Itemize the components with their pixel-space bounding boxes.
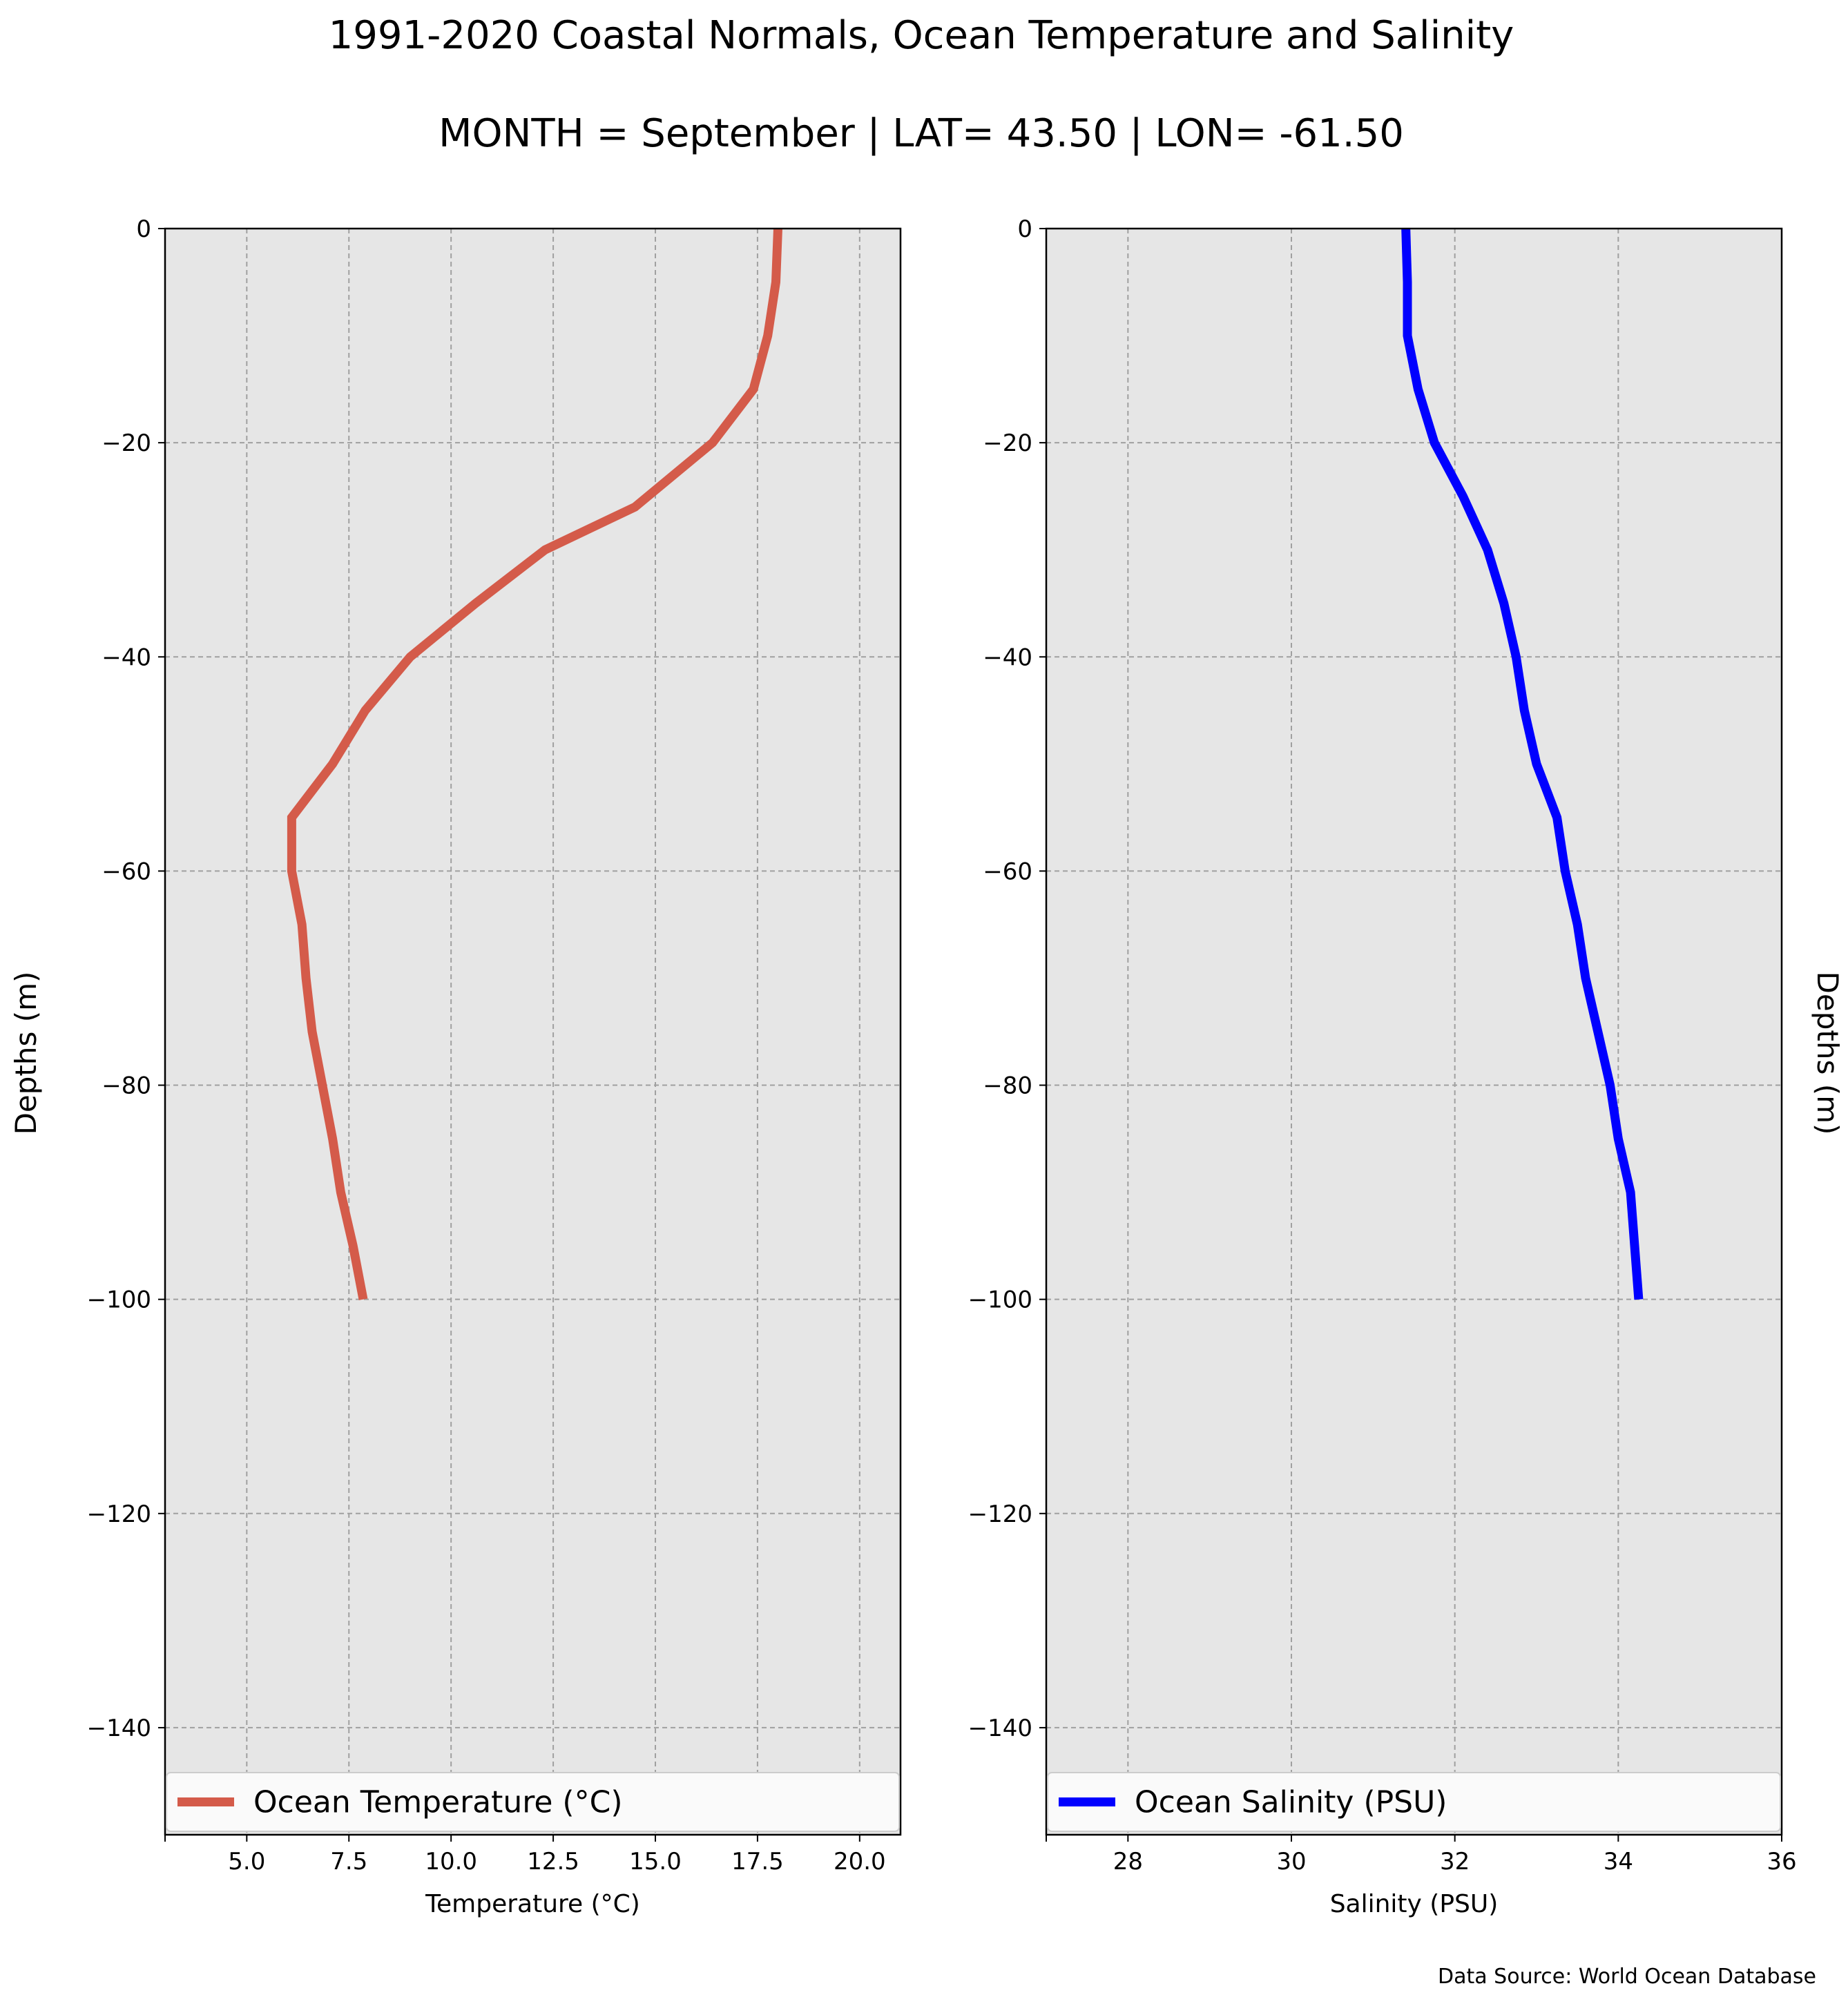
- temperature-panel: 5.0 7.5 10.0 12.5 15.0 17.5 20.0 0 −20 −40 −60 −80 −…: [87, 215, 902, 1918]
- x-axis-label: Salinity (PSU): [1330, 1890, 1499, 1918]
- legend-box: [1047, 1772, 1781, 1832]
- legend-label: Ocean Salinity (PSU): [1135, 1785, 1447, 1820]
- y-tick-label: −120: [968, 1501, 1032, 1528]
- x-tick-label: 7.5: [330, 1848, 367, 1875]
- data-source-note: Data Source: World Ocean Database: [1438, 1965, 1816, 1989]
- y-tick-label: −40: [983, 644, 1032, 671]
- axes-frame: [1045, 227, 1783, 1836]
- x-tick-label: 30: [1276, 1848, 1306, 1875]
- y-tick-label: 0: [1017, 215, 1032, 243]
- chart-subtitle: MONTH = September | LAT= 43.50 | LON= -6…: [439, 111, 1404, 156]
- x-tick-label: 36: [1767, 1848, 1796, 1875]
- right-y-axis-label: Depths (m): [1811, 972, 1845, 1135]
- y-tick-label: 0: [136, 215, 151, 243]
- y-tick-label: −20: [983, 430, 1032, 457]
- x-tick-label: 12.5: [527, 1848, 579, 1875]
- y-tick-label: −140: [87, 1715, 151, 1742]
- y-tick-label: −100: [87, 1286, 151, 1314]
- legend-box: [166, 1772, 900, 1832]
- salinity-panel: 28 30 32 34 36 0 −20 −40 −60 −80 −100 −120 −140 Ocean…: [968, 215, 1797, 1918]
- y-tick-label: −100: [968, 1286, 1032, 1314]
- chart-title: 1991-2020 Coastal Normals, Ocean Tempera…: [329, 13, 1514, 58]
- axes-frame: [164, 227, 902, 1836]
- x-tick-label: 32: [1440, 1848, 1470, 1875]
- x-tick-label: 28: [1113, 1848, 1143, 1875]
- left-y-axis-label: Depths (m): [9, 972, 43, 1135]
- x-tick-label: 34: [1604, 1848, 1633, 1875]
- y-tick-label: −60: [983, 858, 1032, 885]
- plot-area: [165, 229, 901, 1835]
- plot-area: [1046, 229, 1782, 1835]
- x-tick-label: 17.5: [731, 1848, 784, 1875]
- y-tick-label: −120: [87, 1501, 151, 1528]
- x-tick-label: 15.0: [629, 1848, 682, 1875]
- y-tick-label: −40: [102, 644, 151, 671]
- y-tick-label: −80: [102, 1072, 151, 1100]
- legend: Ocean Salinity (PSU): [1047, 1772, 1781, 1832]
- series-line-0: [287, 228, 782, 1300]
- x-tick-label: 10.0: [425, 1848, 477, 1875]
- legend-label: Ocean Temperature (°C): [253, 1785, 623, 1820]
- legend: Ocean Temperature (°C): [166, 1772, 900, 1832]
- y-tick-label: −140: [968, 1715, 1032, 1742]
- y-tick-label: −80: [983, 1072, 1032, 1100]
- y-tick-label: −20: [102, 430, 151, 457]
- x-tick-label: 5.0: [228, 1848, 265, 1875]
- y-tick-label: −60: [102, 858, 151, 885]
- x-tick-label: 20.0: [834, 1848, 886, 1875]
- series-line-0: [1401, 228, 1644, 1300]
- x-axis-label: Temperature (°C): [425, 1890, 640, 1918]
